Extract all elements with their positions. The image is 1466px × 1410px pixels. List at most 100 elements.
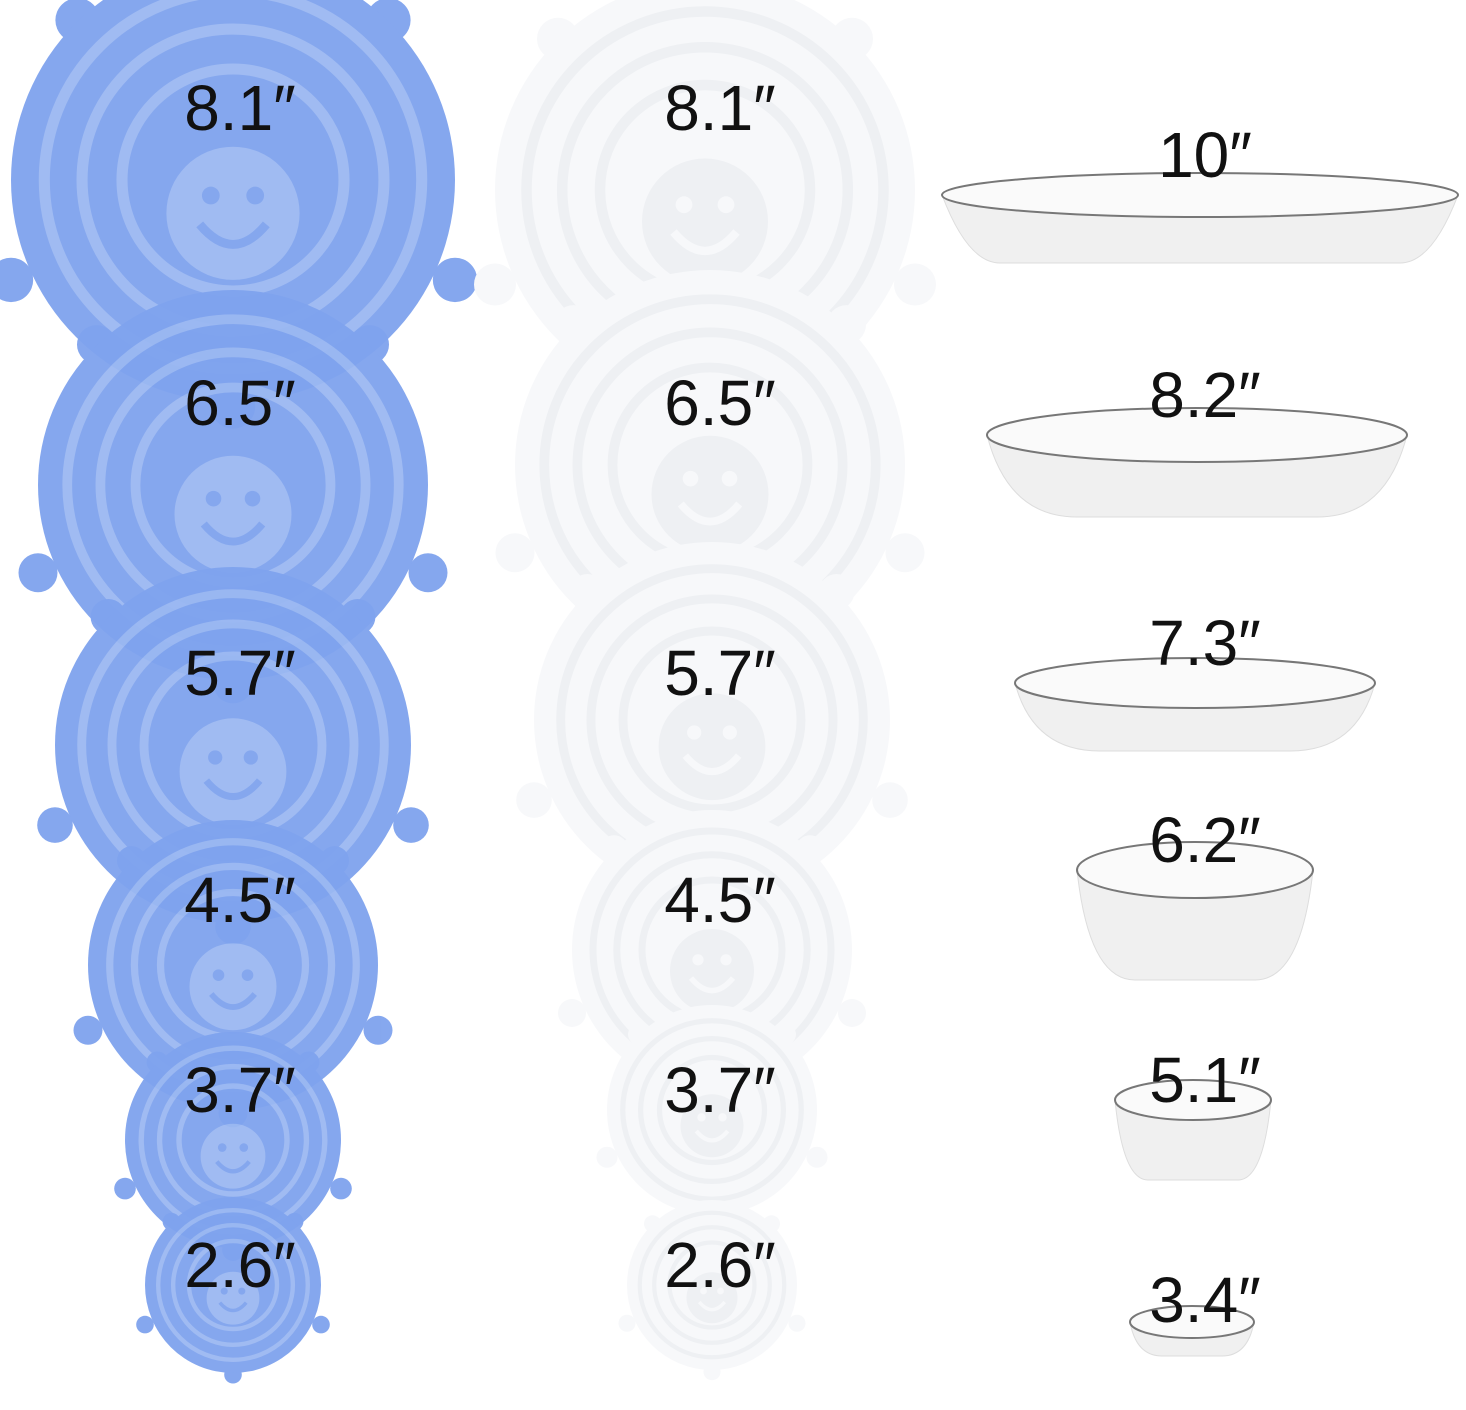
lid-tab [0,257,34,303]
lid-tab [894,263,936,306]
lid-tab [838,999,866,1027]
lid-ring [652,1225,772,1345]
smiley-eye [687,725,702,740]
dish [941,172,1459,264]
smiley [680,1094,744,1158]
smiley-eye [718,1113,727,1122]
dish [1014,657,1376,752]
lid [596,1005,828,1228]
dish-body [1114,1099,1272,1181]
smiley-mouth [694,1129,730,1143]
size-label: 3.4″ [1149,1264,1261,1336]
smiley-eye [217,1143,227,1152]
lid-tab [393,807,429,843]
smiley-eye [717,1287,724,1295]
smiley [174,455,292,573]
lid-tab [432,257,478,303]
smiley [200,1123,266,1189]
lid [114,1032,352,1261]
lid-tab [596,1146,618,1168]
smiley-mouth [697,1300,727,1312]
smiley-mouth [215,1160,251,1174]
lid-tab [618,1314,636,1332]
size-label: 8.1″ [184,72,296,144]
smiley-mouth [682,753,742,775]
lid-tab [330,1177,352,1200]
size-label: 6.2″ [1149,804,1261,876]
lid-ring [637,1210,787,1360]
smiley [686,1272,738,1324]
size-label: 5.1″ [1149,1044,1261,1116]
dish-rim [1076,841,1314,899]
lid-ring [637,1035,787,1185]
lid-tab [363,1015,393,1045]
lid-tab [73,1015,103,1045]
shapes [0,0,1459,1384]
lid-ring [170,1222,296,1348]
smiley-eye [205,490,222,507]
lid-tab [872,782,908,818]
size-label: 4.5″ [184,864,296,936]
lid-tab [885,533,925,573]
smiley-mouth [209,992,257,1010]
size-label: 2.6″ [664,1229,776,1301]
lid [73,820,393,1128]
size-label: 7.3″ [1149,607,1261,679]
lid-tab [806,1146,828,1168]
lid [618,1200,806,1381]
dish [986,407,1408,518]
size-label: 3.7″ [664,1054,776,1126]
lid-ring [176,1083,290,1197]
smiley-eye [692,954,704,966]
smiley-eye [675,196,693,214]
smiley-mouth [200,521,266,546]
smiley-eye [717,196,735,214]
lid [136,1197,330,1384]
smiley-eye [220,1287,228,1295]
lid-ring [656,1054,768,1166]
lid-tab [516,782,552,818]
size-label: 6.5″ [184,367,296,439]
size-label: 5.7″ [184,637,296,709]
dish-rim [1014,657,1376,709]
lid-tab [788,1314,806,1332]
smiley-eye [246,186,265,205]
smiley [642,158,768,285]
smiley-mouth [218,1301,248,1313]
lid-tab [114,1177,136,1200]
size-label: 8.1″ [664,72,776,144]
lid-tab [408,553,448,593]
dish [1076,841,1314,981]
dish-rim [941,172,1459,218]
dish [1114,1079,1272,1181]
smiley-mouth [688,976,736,994]
smiley-eye [721,470,738,487]
lid-ring [155,1207,311,1362]
lid-ring [620,1018,804,1202]
size-label: 2.6″ [184,1229,296,1301]
smiley-eye [212,969,225,981]
smiley-mouth [203,778,263,800]
lid [495,270,925,684]
size-label: 10″ [1158,119,1252,191]
lid-ring [618,626,806,814]
size-label: 8.2″ [1149,359,1261,431]
smiley-eye [682,470,699,487]
smiley-eye [697,1113,706,1122]
dish-rim [986,407,1408,463]
smiley [179,718,287,826]
lid-ring [667,1240,757,1330]
lid [18,290,448,704]
dish-body [1076,869,1314,981]
lid-tab [312,1315,330,1334]
size-label: 4.5″ [664,864,776,936]
smiley-eye [243,750,258,765]
smiley-eye [720,954,732,966]
smiley-mouth [677,501,743,526]
smiley-eye [208,750,223,765]
smiley-eye [239,1143,249,1152]
size-label: 6.5″ [664,367,776,439]
lid-ring [186,1238,280,1332]
smiley [658,693,766,801]
